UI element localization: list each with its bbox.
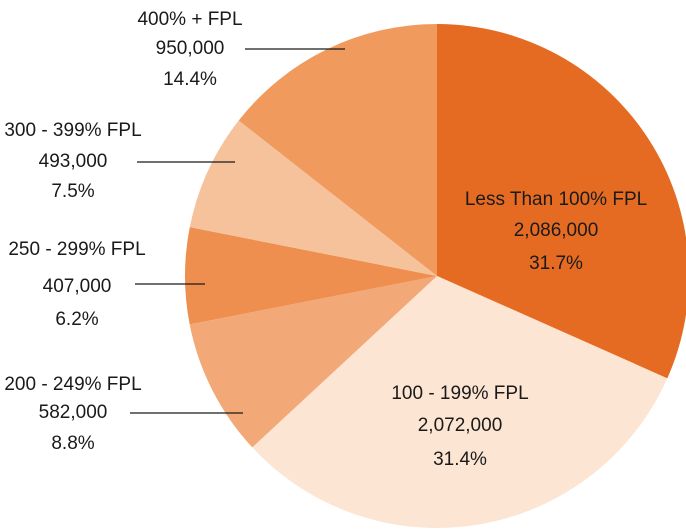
slice-percent: 31.4% (433, 449, 487, 470)
pie-slice (238, 24, 437, 276)
slice-percent: 31.7% (529, 253, 583, 274)
slice-percent: 14.4% (163, 69, 217, 90)
slice-label: 400% + FPL (137, 9, 242, 30)
slice-value: 950,000 (156, 38, 225, 59)
slice-percent: 6.2% (55, 309, 98, 330)
slice-value: 2,086,000 (514, 220, 599, 241)
slice-value: 407,000 (43, 276, 112, 297)
slice-value: 2,072,000 (418, 415, 503, 436)
slice-label: 200 - 249% FPL (4, 374, 141, 395)
slice-percent: 7.5% (51, 181, 94, 202)
pie-slice (437, 24, 686, 379)
slice-value: 493,000 (39, 151, 108, 172)
pie-slice (252, 276, 668, 529)
pie-slice (189, 276, 437, 448)
pie-slice (185, 227, 437, 325)
slice-label: 250 - 299% FPL (8, 239, 145, 260)
pie-slice (189, 120, 437, 276)
slice-percent: 8.8% (51, 433, 94, 454)
slice-label: Less Than 100% FPL (465, 189, 647, 210)
slice-label: 100 - 199% FPL (391, 383, 528, 404)
slice-value: 582,000 (39, 402, 108, 423)
slice-label: 300 - 399% FPL (4, 120, 141, 141)
